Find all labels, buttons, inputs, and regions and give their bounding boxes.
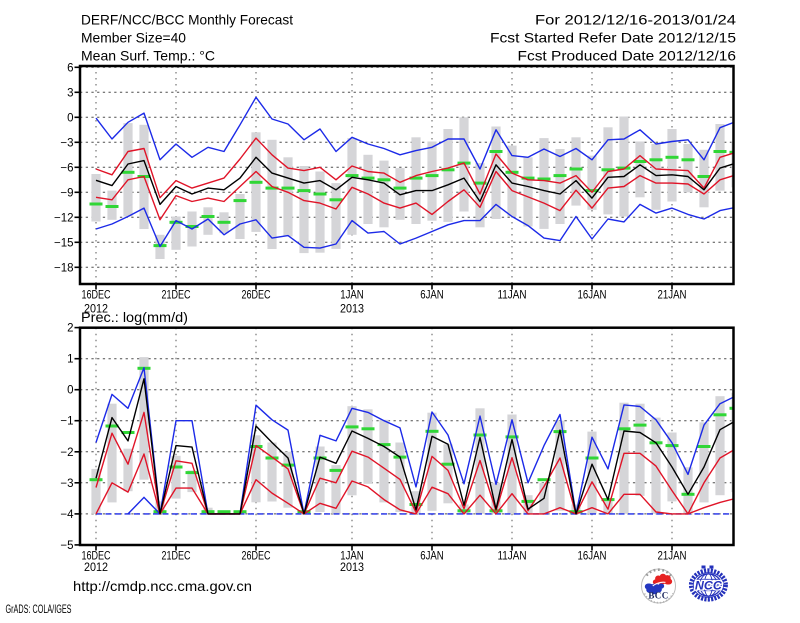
svg-text:−2: −2 <box>60 447 73 459</box>
svg-text:−9: −9 <box>60 187 73 199</box>
svg-text:Member Size=40: Member Size=40 <box>81 30 186 46</box>
svg-text:21JAN: 21JAN <box>658 290 687 302</box>
svg-text:1JAN: 1JAN <box>340 290 364 302</box>
svg-text:For 2012/12/16-2013/01/24: For 2012/12/16-2013/01/24 <box>535 12 736 28</box>
svg-text:11JAN: 11JAN <box>498 551 527 563</box>
svg-text:Prec.: log(mm/d): Prec.: log(mm/d) <box>81 309 188 325</box>
svg-text:GrADS: COLA/IGES: GrADS: COLA/IGES <box>6 602 72 616</box>
svg-text:16JAN: 16JAN <box>578 551 607 563</box>
svg-text:21DEC: 21DEC <box>162 290 191 302</box>
svg-text:1JAN: 1JAN <box>340 551 364 563</box>
svg-text:6JAN: 6JAN <box>420 290 444 302</box>
svg-text:2013: 2013 <box>340 304 364 316</box>
svg-text:Fcst Produced Date 2012/12/16: Fcst Produced Date 2012/12/16 <box>518 48 737 64</box>
svg-text:−6: −6 <box>60 162 73 174</box>
svg-text:−15: −15 <box>54 237 74 249</box>
svg-text:11JAN: 11JAN <box>498 290 527 302</box>
svg-text:16DEC: 16DEC <box>82 551 111 563</box>
svg-text:26DEC: 26DEC <box>242 551 271 563</box>
svg-text:−4: −4 <box>60 509 74 521</box>
svg-text:16JAN: 16JAN <box>578 290 607 302</box>
svg-text:2: 2 <box>67 323 73 335</box>
svg-text:−18: −18 <box>54 262 74 274</box>
svg-text:26DEC: 26DEC <box>242 290 271 302</box>
svg-text:2012: 2012 <box>84 304 108 316</box>
svg-text:21JAN: 21JAN <box>658 551 687 563</box>
svg-text:NCC: NCC <box>695 579 722 593</box>
svg-text:6: 6 <box>67 62 73 74</box>
svg-text:DERF/NCC/BCC Monthly Forecast: DERF/NCC/BCC Monthly Forecast <box>81 12 293 28</box>
svg-text:2013: 2013 <box>340 562 364 574</box>
svg-text:1: 1 <box>67 354 73 366</box>
svg-text:Mean Surf. Temp.: °C: Mean Surf. Temp.: °C <box>81 48 215 64</box>
svg-text:21DEC: 21DEC <box>162 551 191 563</box>
svg-text:6JAN: 6JAN <box>420 551 444 563</box>
svg-text:Fcst Started Refer Date 2012/1: Fcst Started Refer Date 2012/12/15 <box>490 30 736 46</box>
svg-text:−12: −12 <box>54 212 74 224</box>
svg-text:3: 3 <box>67 87 73 99</box>
svg-text:0: 0 <box>67 385 73 397</box>
svg-text:−5: −5 <box>60 540 73 552</box>
svg-text:http://cmdp.ncc.cma.gov.cn: http://cmdp.ncc.cma.gov.cn <box>73 578 252 594</box>
svg-text:2012: 2012 <box>84 562 108 574</box>
svg-text:−3: −3 <box>60 478 73 490</box>
svg-text:−1: −1 <box>60 416 73 428</box>
svg-text:BCC: BCC <box>648 591 668 601</box>
svg-text:−3: −3 <box>60 137 73 149</box>
svg-text:16DEC: 16DEC <box>82 290 111 302</box>
svg-text:0: 0 <box>67 112 73 124</box>
